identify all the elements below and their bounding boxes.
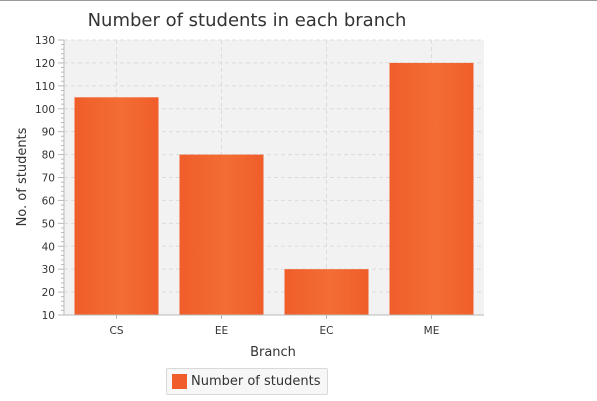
y-tick-label: 100 [35,104,55,116]
y-tick-label: 80 [42,150,55,162]
bar-ee [179,154,264,315]
y-tick-label: 70 [42,173,55,185]
x-tick-label: ME [424,325,440,337]
bar-ec [284,269,369,315]
x-tick-label: CS [110,325,124,337]
y-tick-label: 40 [42,241,55,253]
y-tick-label: 50 [42,218,55,230]
y-tick-label: 110 [35,81,55,93]
y-axis: 10 20 30 40 50 60 70 80 90 100 110 120 130 [35,35,65,322]
legend-swatch [172,374,187,389]
bar-cs [74,97,159,316]
legend-label: Number of students [191,374,321,389]
y-tick-label: 130 [35,35,55,47]
y-tick-label: 120 [35,58,55,70]
y-tick-label: 10 [42,310,55,322]
chart-legend: Number of students [166,368,328,395]
y-tick-label: 20 [42,287,55,299]
chart-title: Number of students in each branch [88,10,407,31]
y-axis-label: No. of students [15,127,30,226]
x-tick-label: EE [215,325,228,337]
y-tick-label: 90 [42,127,55,139]
x-tick-label: EC [320,325,334,337]
y-tick-label: 30 [42,264,55,276]
window-top-border [0,0,597,1]
bars-group [74,62,474,316]
y-tick-label: 60 [42,195,55,207]
x-axis-label: Branch [250,345,296,360]
bar-me [389,62,474,315]
x-axis: CS EE EC ME [64,314,484,337]
